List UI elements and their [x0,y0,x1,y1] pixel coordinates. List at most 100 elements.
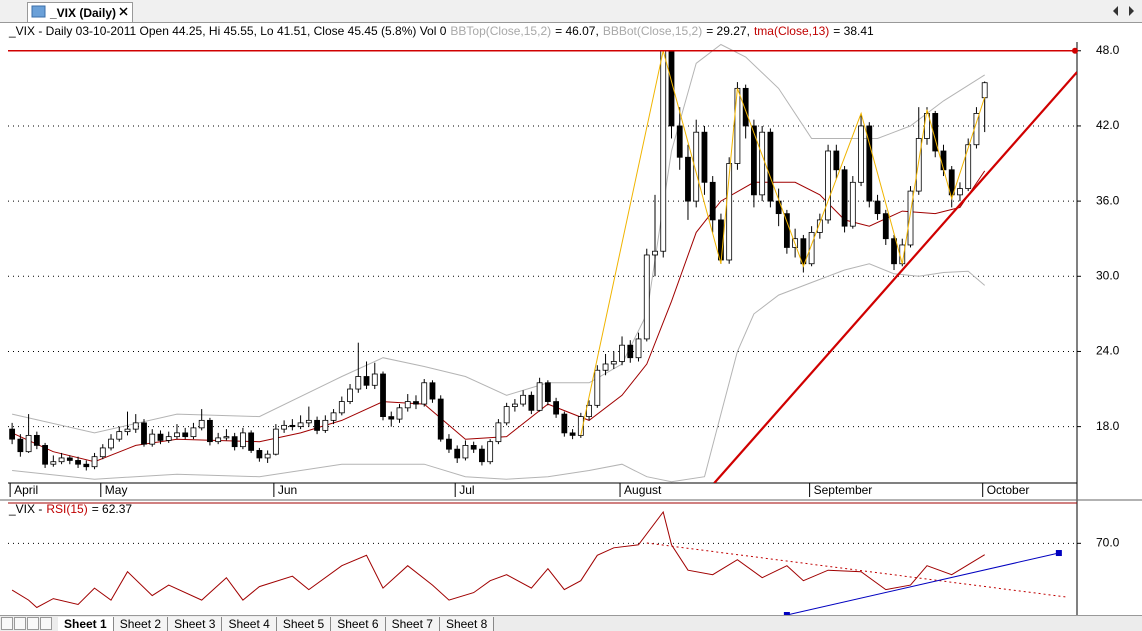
candle-body [660,50,667,252]
candle-body [108,438,114,449]
candle-body [701,131,708,183]
tab-icons [31,5,1134,18]
candle-body [503,406,510,424]
sheet-tab[interactable]: Sheet 8 [439,616,495,631]
candle-body [586,404,592,417]
sheet-tab[interactable]: Sheet 5 [276,616,332,631]
sheet-tab[interactable]: Sheet 2 [113,616,169,631]
legend-name: BBTop(Close,15,2) [450,24,552,38]
candle-body [751,125,757,196]
nav-prev[interactable] [14,617,26,630]
scroll-left[interactable] [1113,6,1118,16]
chart-title: _VIX - Daily 03-10-2011 Open 44.25, Hi 4… [9,24,447,38]
indicator-line [11,510,985,609]
price-header: _VIX - Daily 03-10-2011 Open 44.25, Hi 4… [9,24,878,38]
y-tick-label: 48.0 [1096,43,1120,57]
candle-body [462,445,469,459]
candle-body [528,394,535,411]
sheet-tab[interactable]: Sheet 1 [58,616,114,631]
candle-body [190,427,197,438]
sheet-tabs: Sheet 1 Sheet 2 Sheet 3 Sheet 4 Sheet 5 Sheet… [0,615,1142,631]
candle-body [421,382,428,405]
candle-body [981,82,988,99]
candle-body [223,436,230,439]
candle-body [25,434,32,453]
tab-title: _VIX (Daily) [50,6,117,20]
candle-body [808,232,815,265]
candle-body [685,156,691,202]
candle-body [825,150,831,221]
candle-body [561,413,568,434]
candle-body [454,448,461,459]
sheet-tab[interactable]: Sheet 4 [222,616,277,631]
candle-body [75,460,81,465]
scroll-right[interactable] [1129,6,1134,16]
candle-body [783,213,790,248]
candle-body [437,398,444,440]
candle-body [767,131,774,202]
legend-value: = 62.37 [91,502,133,516]
line-end-marker [783,612,790,615]
candle-body [742,87,749,127]
candle-body [256,450,263,459]
candle-body [652,250,658,256]
legend-name: BBBot(Close,15,2) [602,24,703,38]
candle-body [297,422,304,428]
candle-body [371,373,378,386]
y-tick-label: 70.0 [1096,535,1120,549]
candle-body [610,361,617,365]
candle-body [429,382,436,400]
candle-body [965,144,972,189]
nav-last[interactable] [40,617,52,630]
candle-body [627,344,634,359]
candle-body [891,238,897,265]
candle-body [182,432,189,438]
candle-body [816,219,823,233]
sheet-tab[interactable]: Sheet 6 [331,616,386,631]
candle-body [83,463,90,468]
candle-body [99,447,106,458]
candle-body [215,437,222,443]
x-tick-label: Jun [278,483,297,497]
candle-body [124,428,131,433]
candle-body [602,363,609,371]
x-tick-label: August [624,483,662,497]
nav-next[interactable] [27,617,39,630]
candle-body [495,422,502,443]
candle-body [380,373,386,417]
candle-body [759,131,766,196]
candle-body [619,344,625,362]
candle-body [174,432,180,438]
trend-line [646,542,1068,598]
chart-tab[interactable]: _VIX (Daily) [27,2,133,22]
nav-first[interactable] [1,617,13,630]
candle-body [149,433,156,445]
candle-body [132,422,139,430]
candle-body [866,125,873,202]
trend-line [786,552,1060,615]
candle-body [58,457,65,463]
line-end-marker [1055,550,1062,557]
x-tick-label: Jul [459,483,474,497]
candle-body [487,441,494,463]
candle-body [355,376,362,390]
y-tick-label: 42.0 [1096,118,1120,132]
candle-body [858,125,864,183]
legend-name: RSI(15) [46,502,88,516]
candle-body [833,150,840,171]
candle-body [50,461,57,465]
drawn-line [713,71,1077,483]
sheet-tab[interactable]: Sheet 3 [168,616,223,631]
candle-body [207,419,213,443]
candle-body [874,200,881,215]
candle-body [17,438,24,453]
candle-body [272,428,279,455]
candle-body [676,125,683,158]
candle-body [33,434,40,446]
close-icon[interactable] [119,7,128,16]
candle-body [915,138,922,192]
sheet-tab[interactable]: Sheet 7 [385,616,440,631]
candle-body [635,338,642,359]
candle-body [841,169,848,227]
